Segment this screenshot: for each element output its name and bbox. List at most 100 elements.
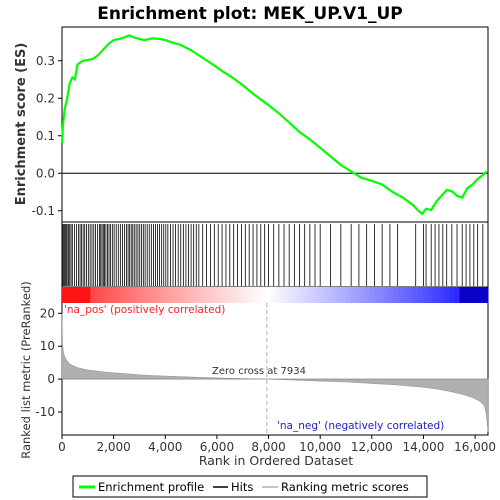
heat-band-cell xyxy=(327,287,333,303)
heat-band-cell xyxy=(227,287,233,303)
heat-band-cell xyxy=(298,287,304,303)
x-tick-label: 10,000 xyxy=(299,440,341,454)
metric-y-tick-label: -10 xyxy=(35,405,55,419)
heat-band-cell xyxy=(123,287,129,303)
heat-band-cell xyxy=(308,287,314,303)
heat-band-cell xyxy=(421,287,427,303)
heat-band-cell xyxy=(251,287,257,303)
heat-band-cell xyxy=(303,287,309,303)
pos-correlated-label: 'na_pos' (positively correlated) xyxy=(64,304,225,316)
heat-band-cell xyxy=(109,287,115,303)
heat-band-cell xyxy=(185,287,191,303)
heat-band-cell xyxy=(218,287,224,303)
heat-band-cell xyxy=(104,287,110,303)
heat-band-cell xyxy=(341,287,347,303)
heat-band-cell xyxy=(379,287,385,303)
heat-band-cell xyxy=(464,287,470,303)
heat-band-cell xyxy=(331,287,338,303)
heat-band-cell xyxy=(76,287,82,303)
x-tick-label: 14,000 xyxy=(402,440,444,454)
heat-band-cell xyxy=(246,287,252,303)
es-y-tick-label: 0.0 xyxy=(36,166,55,180)
heat-band-cell xyxy=(213,287,219,303)
es-y-tick-label: 0.1 xyxy=(36,129,55,143)
heat-band-cell xyxy=(222,287,229,303)
heat-band-cell xyxy=(426,287,432,303)
heat-band-cell xyxy=(189,287,196,303)
legend-box xyxy=(72,475,428,498)
heat-band-cell xyxy=(256,287,262,303)
heat-band-cell xyxy=(275,287,281,303)
heat-band-cell xyxy=(317,287,323,303)
heat-band-cell xyxy=(355,287,361,303)
heat-band-cell xyxy=(175,287,181,303)
heat-band-cell xyxy=(312,287,319,303)
heat-band-cell xyxy=(350,287,356,303)
heat-band-cell xyxy=(237,287,243,303)
heat-band-cell xyxy=(95,287,101,303)
heat-band-cell xyxy=(445,287,451,303)
heat-band-cell xyxy=(364,287,371,303)
heat-band-cell xyxy=(161,287,167,303)
heat-band-cell xyxy=(407,287,413,303)
heat-band-cell xyxy=(90,287,96,303)
neg-correlated-label: 'na_neg' (negatively correlated) xyxy=(277,420,444,432)
heat-band-cell xyxy=(118,287,125,303)
heat-band-cell xyxy=(204,287,210,303)
heat-band-cell xyxy=(388,287,394,303)
heat-band-cell xyxy=(199,287,205,303)
heat-band-cell xyxy=(402,287,409,303)
heat-band-cell xyxy=(374,287,380,303)
metric-y-tick-label: 10 xyxy=(40,339,55,353)
heat-band-cell xyxy=(435,287,442,303)
heat-band-cell xyxy=(398,287,404,303)
heat-band-cell xyxy=(293,287,300,303)
heat-band-cell xyxy=(85,287,91,303)
heat-band-cell xyxy=(483,287,489,303)
x-tick-label: 12,000 xyxy=(351,440,393,454)
heat-band-cell xyxy=(151,287,158,303)
es-y-tick-label: -0.1 xyxy=(32,204,55,218)
heat-band-cell xyxy=(279,287,285,303)
x-tick-label: 16,000 xyxy=(454,440,496,454)
heat-band-cell xyxy=(270,287,276,303)
heat-band-cell xyxy=(66,287,72,303)
es-y-tick-label: 0.3 xyxy=(36,54,55,68)
x-tick-label: 8,000 xyxy=(251,440,285,454)
heat-band-cell xyxy=(289,287,295,303)
x-tick-label: 6,000 xyxy=(200,440,234,454)
heat-band-cell xyxy=(459,287,465,303)
heat-band-cell xyxy=(260,287,267,303)
enrichment-profile-line xyxy=(60,34,488,216)
metric-panel-frame xyxy=(61,286,489,436)
es-y-tick-label: 0.2 xyxy=(36,91,55,105)
heat-band-cell xyxy=(114,287,120,303)
heat-band-cell xyxy=(346,287,352,303)
heat-band-cell xyxy=(450,287,456,303)
heat-band-cell xyxy=(166,287,172,303)
heat-band-cell xyxy=(147,287,153,303)
x-tick-label: 2,000 xyxy=(96,440,130,454)
heat-band-cell xyxy=(62,287,68,303)
heat-band-cell xyxy=(284,287,290,303)
heat-band-cell xyxy=(431,287,437,303)
x-tick-label: 4,000 xyxy=(148,440,182,454)
heat-band-cell xyxy=(71,287,77,303)
heat-band-cell xyxy=(469,287,475,303)
heat-band-cell xyxy=(194,287,200,303)
zero-cross-label: Zero cross at 7934 xyxy=(212,366,306,377)
heat-band-cell xyxy=(99,287,106,303)
legend-metric-label: Ranking metric scores xyxy=(281,480,409,494)
x-tick-label: 0 xyxy=(58,440,66,454)
heat-band-cell xyxy=(156,287,162,303)
chart-title: Enrichment plot: MEK_UP.V1_UP xyxy=(97,4,403,24)
heat-band-cell xyxy=(360,287,366,303)
ranking-metric-area xyxy=(61,313,489,432)
heat-band-cell xyxy=(473,287,480,303)
legend-enrichment-label: Enrichment profile xyxy=(98,480,204,494)
metric-y-tick-label: 20 xyxy=(40,306,55,320)
heat-band-cell xyxy=(478,287,484,303)
heat-band-cell xyxy=(454,287,461,303)
heat-band-cell xyxy=(133,287,139,303)
